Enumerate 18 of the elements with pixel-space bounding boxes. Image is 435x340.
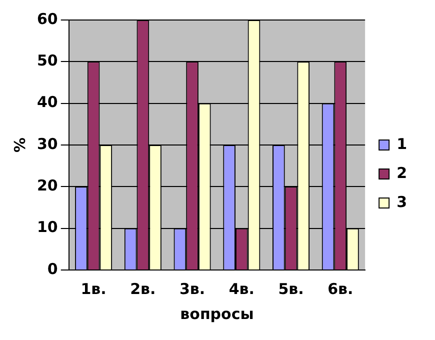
legend-label: 3 — [396, 192, 407, 211]
y-tick-label: 60 — [37, 10, 58, 28]
x-tick-label: 4в. — [228, 280, 254, 298]
x-tick-label: 1в. — [80, 280, 106, 298]
y-tick-label: 50 — [37, 52, 58, 70]
x-tick-label: 5в. — [278, 280, 304, 298]
y-tick-label: 30 — [37, 134, 58, 153]
y-axis-title: % — [10, 137, 29, 153]
legend-label: 2 — [396, 164, 407, 182]
x-tick-label: 6в. — [328, 280, 354, 298]
y-tick-label: 20 — [37, 176, 58, 195]
x-axis-title: вопросы — [180, 304, 254, 323]
y-tick-label: 40 — [37, 93, 58, 112]
legend-label: 1 — [396, 134, 407, 153]
y-tick-label: 0 — [47, 260, 58, 278]
x-tick-label: 2в. — [130, 280, 156, 298]
x-tick-label: 3в. — [179, 280, 206, 298]
y-tick-label: 10 — [37, 218, 58, 236]
